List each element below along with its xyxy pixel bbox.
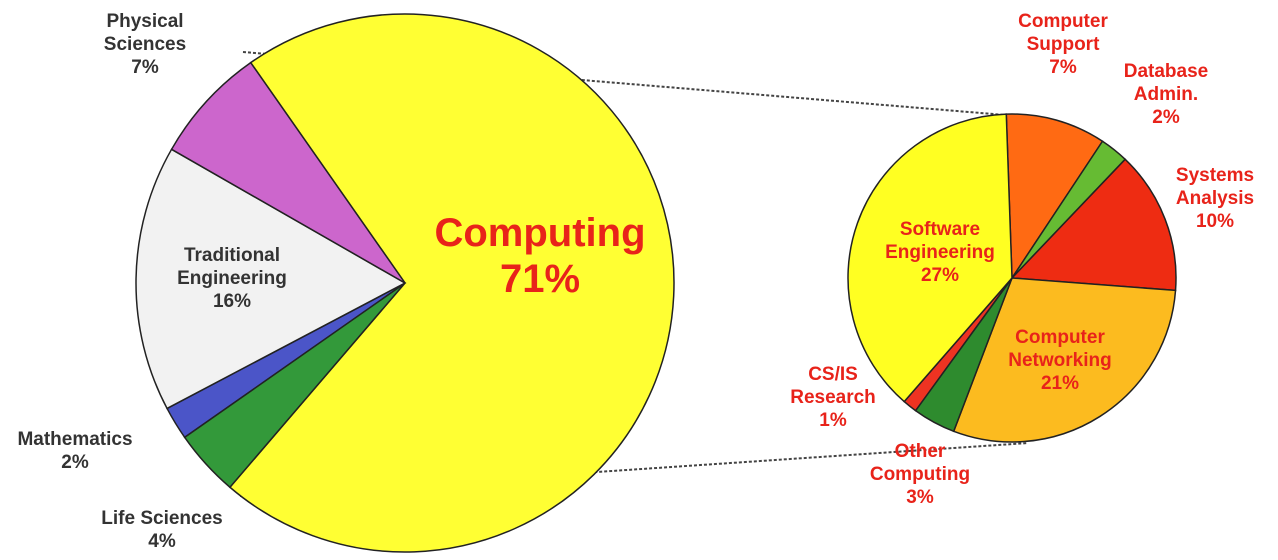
slice-value-label: 10% (1195, 211, 1235, 232)
slice-label: Computing 71% (425, 210, 655, 302)
slice-label: CS/IS Research 1% (790, 363, 876, 432)
slice-value-label: 16% (212, 291, 252, 312)
slice-value-label: 21% (1040, 373, 1080, 394)
pie-slice (135, 148, 407, 410)
slice-value-label: 3% (906, 487, 934, 508)
slice-value-label: 2% (1152, 107, 1180, 128)
slice-name: CS/IS Research (790, 364, 876, 408)
slice-value-label: 2% (61, 452, 89, 473)
slice-label: Computer Support 7% (1008, 10, 1118, 79)
slice-label: Software Engineering 27% (875, 218, 1005, 287)
slice-name: Computing (434, 211, 646, 255)
pie-slice (170, 61, 406, 284)
slice-name: Computer Support (1018, 11, 1108, 55)
slice-label: Other Computing 3% (860, 440, 980, 509)
pie-slice (228, 13, 675, 553)
slice-name: Mathematics (17, 429, 133, 450)
slice-label: Life Sciences 4% (72, 507, 252, 553)
pie-slice (847, 113, 1013, 403)
slice-label: Physical Sciences 7% (90, 10, 200, 79)
slice-label: Traditional Engineering 16% (157, 244, 307, 313)
slice-name: Other Computing (869, 441, 971, 485)
slice-name: Life Sciences (101, 508, 223, 529)
slice-value-label: 7% (1049, 57, 1077, 78)
slice-name: Physical Sciences (103, 11, 187, 55)
pie-slice (1005, 113, 1104, 281)
slice-name: Computer Networking (1008, 327, 1112, 371)
slice-name: Software Engineering (885, 219, 995, 263)
slice-value-label: 1% (819, 410, 847, 431)
slice-value-label: 27% (920, 265, 960, 286)
slice-label: Mathematics 2% (0, 428, 160, 474)
slice-label: Systems Analysis 10% (1165, 164, 1265, 233)
slice-label: Database Admin. 2% (1111, 60, 1221, 129)
slice-value-label: 7% (131, 57, 159, 78)
slice-label: Computer Networking 21% (990, 326, 1130, 395)
slice-name: Database Admin. (1123, 61, 1209, 105)
pie-slice (1010, 158, 1177, 292)
pie-slice (952, 277, 1177, 443)
slice-name: Traditional Engineering (177, 245, 287, 289)
slice-name: Systems Analysis (1175, 165, 1255, 209)
slice-value-label: 4% (148, 531, 176, 552)
slice-value-label: 71% (499, 257, 581, 301)
